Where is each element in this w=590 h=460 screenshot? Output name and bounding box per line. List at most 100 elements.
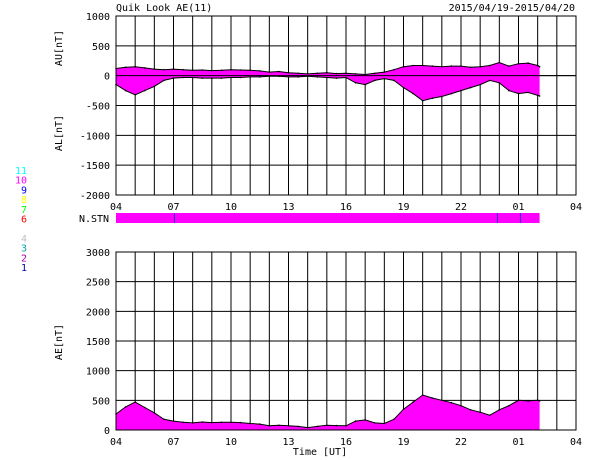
ae-panel-ae-point: [191, 422, 194, 424]
au-al-panel-au-point: [374, 72, 376, 75]
au-al-panel-al-point: [450, 92, 453, 95]
ae-panel-frame: [115, 251, 577, 431]
au-al-panel-al-point: [527, 91, 529, 94]
ae-panel-x-tick-label: 16: [340, 437, 352, 448]
au-al-panel-al-area: [116, 75, 540, 101]
au-al-panel-au-point: [182, 68, 184, 71]
au-al-panel-al-point: [316, 76, 319, 78]
au-al-panel-au-point: [383, 71, 386, 73]
au-al-panel-al-point: [211, 77, 213, 79]
ae-panel-x-tick-label: 01: [512, 437, 524, 448]
au-al-panel-al-point: [479, 83, 482, 86]
ae-panel-ae-point: [450, 401, 453, 404]
ae-panel-ae-point: [517, 399, 520, 402]
station-legend-entry: 10: [15, 176, 27, 187]
au-al-panel-au-point: [450, 65, 453, 67]
ae-axis-label: AE[nT]: [54, 324, 65, 360]
au-al-panel-x-tick-label: 16: [340, 202, 352, 213]
au-al-panel-au-point: [345, 72, 347, 75]
au-al-panel-au-point: [364, 73, 367, 76]
ae-panel-ae-point: [297, 425, 299, 428]
au-al-panel-al-point: [335, 77, 338, 79]
au-al-panel-au-point: [469, 66, 472, 69]
au-al-panel-au-point: [441, 65, 443, 68]
ae-panel-ae-point: [201, 421, 204, 423]
au-al-panel-al-point: [517, 92, 520, 95]
au-al-panel-al-point: [364, 83, 367, 86]
au-al-panel-x-tick-label: 04: [570, 202, 582, 213]
ae-panel-y-tick-label: 2000: [86, 307, 110, 318]
ae-panel-ae-point: [345, 425, 347, 427]
au-al-panel-al-point: [345, 76, 347, 79]
au-al-panel-al-point: [220, 77, 223, 79]
ae-panel-y-tick-label: 2500: [86, 278, 110, 289]
au-al-panel-al-point: [182, 76, 184, 79]
ae-panel-ae-point: [182, 421, 184, 424]
station-legend-entry: 9: [21, 185, 27, 196]
au-al-panel-al-point: [538, 95, 541, 97]
ae-panel-x-tick-label: 10: [225, 437, 237, 448]
ae-panel-ae-point: [508, 404, 510, 407]
ae-panel-ae-point: [268, 425, 271, 427]
station-legend-entry: 4: [21, 234, 27, 245]
ae-panel-ae-point: [538, 400, 541, 402]
au-al-panel-au-point: [287, 71, 290, 74]
au-al-panel-au-point: [297, 72, 299, 75]
ae-panel-ae-point: [469, 409, 472, 411]
ae-panel-ae-point: [536, 399, 539, 402]
ae-panel-y-tick-label: 1500: [86, 337, 110, 348]
au-al-panel-al-point: [421, 99, 424, 102]
ae-panel-ae-point: [402, 408, 405, 411]
au-al-panel-au-line: [115, 61, 540, 76]
station-legend-entry: 7: [21, 205, 27, 216]
ae-panel-y-tick-label: 1000: [86, 367, 110, 378]
au-al-panel-au-point: [508, 65, 510, 67]
ae-panel-ae-point: [278, 424, 280, 427]
au-al-panel-au-point: [498, 61, 501, 64]
ae-panel-ae-point: [316, 425, 319, 428]
station-bar: [116, 213, 540, 223]
ae-panel-ae-line: [115, 394, 540, 429]
au-al-panel-y-tick-label: -500: [86, 102, 110, 113]
ae-panel-x-tick-label: 04: [570, 437, 582, 448]
x-axis-title: Time [UT]: [293, 447, 347, 458]
au-al-panel-au-point: [124, 66, 127, 69]
au-al-panel-al-point: [460, 89, 462, 92]
au-al-panel-au-point: [201, 69, 204, 71]
au-al-panel-au-point: [220, 69, 223, 72]
ae-panel-x-tick-label: 04: [110, 437, 122, 448]
ae-panel-y-tick-label: 3000: [86, 248, 110, 259]
au-al-panel-x-tick-label: 22: [455, 202, 467, 213]
au-al-panel-au-point: [326, 71, 328, 74]
au-al-panel-au-area: [116, 62, 540, 76]
ae-panel-ae-point: [412, 401, 414, 403]
station-bar-label: N.STN: [79, 214, 109, 225]
au-al-panel-x-tick-label: 19: [397, 202, 409, 213]
au-al-panel-y-tick-label: -1500: [80, 161, 110, 172]
ae-panel-ae-point: [326, 424, 328, 427]
ae-panel-ae-point: [383, 422, 386, 425]
ae-panel-ae-point: [287, 425, 290, 427]
au-al-panel-au-point: [335, 72, 338, 75]
au-al-panel-al-point: [230, 76, 232, 79]
au-al-panel-al-point: [383, 77, 386, 80]
au-al-panel-y-tick-label: -1000: [80, 131, 110, 142]
au-al-panel-al-point: [297, 76, 299, 78]
station-legend-entry: 6: [21, 215, 27, 226]
chart-title: Quik Look AE(11): [116, 3, 212, 14]
ae-panel-ae-point: [374, 422, 376, 424]
au-al-panel-au-point: [412, 64, 414, 67]
au-al-panel-al-point: [441, 95, 443, 98]
au-al-panel-au-point: [268, 71, 271, 73]
au-al-panel-al-point: [287, 76, 290, 78]
au-al-panel-al-point: [508, 89, 510, 92]
ae-panel-ae-area: [116, 395, 540, 430]
au-al-panel-au-point: [172, 68, 175, 70]
ae-panel-x-tick-label: 07: [167, 437, 179, 448]
ae-panel-ae-point: [393, 418, 395, 421]
al-axis-label: AL[nT]: [54, 115, 65, 151]
au-al-panel-au-point: [239, 69, 242, 71]
au-al-panel-au-point: [527, 62, 529, 64]
ae-panel-ae-point: [172, 420, 175, 422]
